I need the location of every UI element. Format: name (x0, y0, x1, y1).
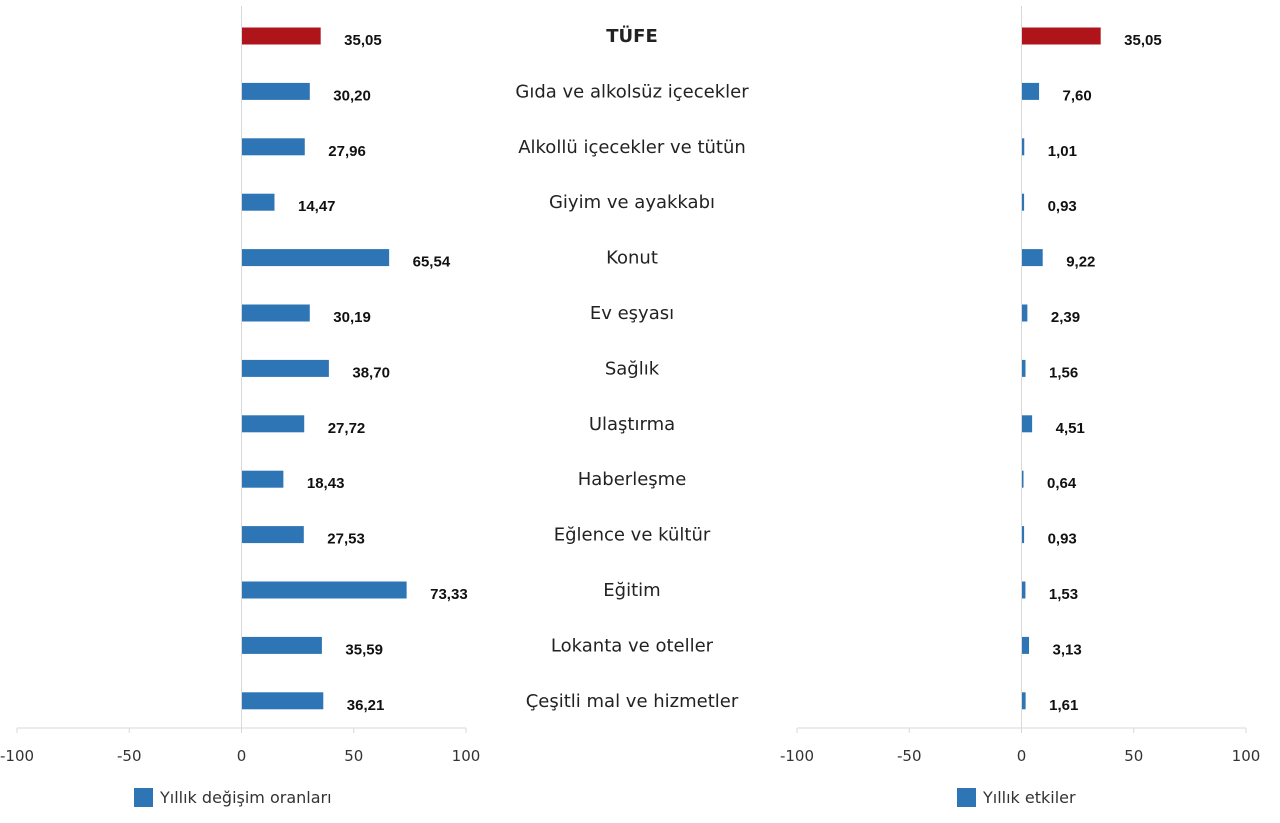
bar (242, 526, 304, 544)
x-tick-label: -100 (780, 747, 814, 765)
category-label: Sağlık (605, 358, 660, 379)
x-tick-label: 50 (1124, 747, 1143, 765)
bar (242, 692, 324, 710)
legend-2: Yıllık etkiler (957, 788, 1076, 807)
bar (1022, 636, 1030, 654)
category-label: Lokanta ve oteller (551, 635, 714, 656)
data-label: 1,01 (1048, 143, 1077, 160)
x-tick-label: 50 (344, 747, 363, 765)
data-label: 73,33 (430, 586, 468, 603)
chart-panels: -100 -50 0 50 100 35,05 30,20 27,96 14,47 65,54 30… (0, 6, 1260, 765)
data-label: 1,56 (1049, 364, 1078, 381)
bar (242, 249, 390, 267)
bar (242, 304, 310, 322)
bar (242, 581, 407, 599)
category-label: Gıda ve alkolsüz içecekler (515, 81, 749, 102)
bar (1022, 249, 1043, 267)
x-tick-label: 0 (237, 747, 247, 765)
x-tick-label: 100 (452, 747, 481, 765)
category-label: Çeşitli mal ve hizmetler (526, 691, 739, 712)
panel-1: -100 -50 0 50 100 35,05 30,20 27,96 14,47 65,54 30… (0, 6, 480, 765)
category-label: Alkollü içecekler ve tütün (518, 137, 746, 158)
legend-swatch (957, 788, 976, 807)
data-label: 35,05 (1124, 32, 1162, 49)
data-label: 36,21 (347, 697, 385, 714)
category-label: Haberleşme (578, 469, 687, 490)
x-tick-label: -50 (897, 747, 922, 765)
data-label: 0,93 (1048, 198, 1077, 215)
legends: Yıllık değişim oranları Yıllık etkiler (134, 788, 1076, 807)
data-label: 1,61 (1049, 697, 1078, 714)
bar (242, 82, 310, 100)
bar (1022, 193, 1025, 211)
legend-1: Yıllık değişim oranları (134, 788, 332, 807)
data-label: 9,22 (1066, 254, 1095, 271)
bar (242, 415, 305, 433)
data-label: 35,05 (344, 32, 382, 49)
bar (242, 193, 275, 211)
category-label: Ev eşyası (590, 303, 674, 324)
data-label: 27,72 (328, 420, 366, 437)
data-label: 30,19 (333, 309, 371, 326)
data-label: 2,39 (1051, 309, 1080, 326)
panel-2: -100 -50 0 50 100 35,05 7,60 1,01 0,93 9,22 2,39 1,… (780, 6, 1260, 765)
data-label: 27,96 (328, 143, 366, 160)
data-label: 1,53 (1049, 586, 1078, 603)
bar (242, 470, 284, 488)
bar (1022, 470, 1024, 488)
x-tick-label: -50 (117, 747, 142, 765)
bar (1022, 581, 1026, 599)
bar (1022, 526, 1025, 544)
bar (242, 359, 329, 377)
data-label: 0,93 (1048, 531, 1077, 548)
bar (1022, 304, 1028, 322)
category-label: Ulaştırma (589, 414, 675, 435)
category-label: Eğlence ve kültür (554, 525, 711, 546)
category-label: TÜFE (606, 25, 658, 47)
bar (1022, 82, 1040, 100)
category-label: Konut (606, 248, 658, 269)
data-label: 35,59 (345, 641, 383, 658)
data-label: 14,47 (298, 198, 336, 215)
data-label: 3,13 (1053, 641, 1082, 658)
bar (242, 138, 305, 156)
bar (1022, 138, 1025, 156)
x-tick-label: -100 (0, 747, 34, 765)
data-label: 4,51 (1056, 420, 1085, 437)
data-label: 65,54 (413, 254, 451, 271)
data-label: 0,64 (1047, 475, 1077, 492)
bar (1022, 415, 1033, 433)
bar (1022, 27, 1101, 45)
data-label: 7,60 (1063, 87, 1092, 104)
data-label: 27,53 (327, 531, 365, 548)
category-label: Giyim ve ayakkabı (549, 192, 715, 213)
legend-label: Yıllık etkiler (982, 788, 1076, 807)
legend-label: Yıllık değişim oranları (159, 788, 332, 807)
data-label: 38,70 (352, 364, 390, 381)
x-tick-label: 0 (1017, 747, 1027, 765)
data-label: 30,20 (333, 87, 371, 104)
legend-swatch (134, 788, 153, 807)
bar (242, 27, 321, 45)
data-label: 18,43 (307, 475, 345, 492)
category-labels: TÜFE Gıda ve alkolsüz içecekler Alkollü iç… (515, 25, 749, 712)
bar (1022, 359, 1026, 377)
bar (1022, 692, 1026, 710)
x-tick-label: 100 (1232, 747, 1261, 765)
bar (242, 636, 322, 654)
category-label: Eğitim (603, 580, 660, 601)
